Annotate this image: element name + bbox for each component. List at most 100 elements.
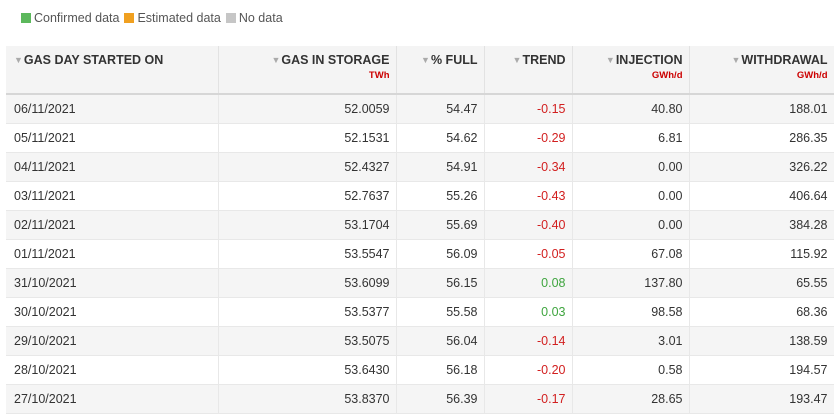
header-withdrawal[interactable]: ▼WITHDRAWAL GWh/d: [689, 46, 834, 95]
header-gas-day[interactable]: ▼GAS DAY STARTED ON: [6, 46, 219, 95]
header-label: WITHDRAWAL: [741, 53, 828, 67]
table-body: 06/11/2021 52.0059 54.47 -0.15 40.80 188.01 05…: [6, 94, 834, 414]
cell-gas-day: 30/10/2021: [6, 297, 219, 327]
cell-withdrawal: 68.36: [689, 297, 834, 327]
cell-withdrawal: 326.22: [689, 152, 834, 182]
cell-injection: 0.00: [572, 181, 690, 211]
cell-injection: 28.65: [572, 384, 690, 414]
cell-withdrawal: 138.59: [689, 326, 834, 356]
header-unit: GWh/d: [651, 70, 683, 81]
cell-gas-day: 03/11/2021: [6, 181, 219, 211]
header-unit: TWh: [368, 70, 390, 81]
cell-percent-full: 54.91: [396, 152, 485, 182]
sort-icon[interactable]: ▼: [731, 55, 741, 65]
cell-gas-in-storage: 52.1531: [218, 123, 397, 153]
header-label: GAS IN STORAGE: [281, 53, 390, 67]
cell-percent-full: 56.15: [396, 268, 485, 298]
cell-gas-in-storage: 52.4327: [218, 152, 397, 182]
cell-trend: -0.20: [484, 355, 573, 385]
cell-trend: -0.15: [484, 94, 573, 124]
cell-withdrawal: 286.35: [689, 123, 834, 153]
table-header-row: ▼GAS DAY STARTED ON ▼GAS IN STORAGE TWh …: [6, 46, 834, 95]
cell-gas-day: 27/10/2021: [6, 384, 219, 414]
cell-gas-in-storage: 52.7637: [218, 181, 397, 211]
cell-trend: -0.40: [484, 210, 573, 240]
legend-confirmed-label: Confirmed data: [34, 11, 120, 25]
table-row: 31/10/2021 53.6099 56.15 0.08 137.80 65.55: [6, 268, 834, 298]
cell-injection: 0.00: [572, 152, 690, 182]
sort-icon[interactable]: ▼: [271, 55, 281, 65]
table-row: 03/11/2021 52.7637 55.26 -0.43 0.00 406.64: [6, 181, 834, 211]
table-row: 02/11/2021 53.1704 55.69 -0.40 0.00 384.28: [6, 210, 834, 240]
cell-trend: 0.03: [484, 297, 573, 327]
cell-injection: 3.01: [572, 326, 690, 356]
sort-icon[interactable]: ▼: [14, 55, 23, 65]
header-label: GAS DAY STARTED ON: [23, 53, 164, 67]
cell-percent-full: 55.58: [396, 297, 485, 327]
cell-percent-full: 56.04: [396, 326, 485, 356]
cell-withdrawal: 193.47: [689, 384, 834, 414]
storage-table-container: ▼GAS DAY STARTED ON ▼GAS IN STORAGE TWh …: [6, 46, 834, 414]
header-injection[interactable]: ▼INJECTION GWh/d: [572, 46, 690, 95]
cell-gas-in-storage: 53.6430: [218, 355, 397, 385]
cell-trend: -0.17: [484, 384, 573, 414]
cell-gas-in-storage: 53.5547: [218, 239, 397, 269]
cell-trend: 0.08: [484, 268, 573, 298]
cell-withdrawal: 65.55: [689, 268, 834, 298]
table-row: 28/10/2021 53.6430 56.18 -0.20 0.58 194.57: [6, 355, 834, 385]
cell-trend: -0.29: [484, 123, 573, 153]
cell-injection: 137.80: [572, 268, 690, 298]
table-row: 27/10/2021 53.8370 56.39 -0.17 28.65 193.47: [6, 384, 834, 414]
data-legend: Confirmed data Estimated data No data: [21, 11, 284, 25]
cell-percent-full: 56.09: [396, 239, 485, 269]
legend-no-data: No data: [225, 11, 283, 25]
cell-withdrawal: 194.57: [689, 355, 834, 385]
header-unit: GWh/d: [796, 70, 828, 81]
cell-gas-day: 06/11/2021: [6, 94, 219, 124]
cell-percent-full: 56.18: [396, 355, 485, 385]
cell-gas-day: 28/10/2021: [6, 355, 219, 385]
legend-estimated-label: Estimated data: [137, 11, 221, 25]
cell-trend: -0.43: [484, 181, 573, 211]
table-row: 29/10/2021 53.5075 56.04 -0.14 3.01 138.59: [6, 326, 834, 356]
cell-withdrawal: 384.28: [689, 210, 834, 240]
no-data-swatch-icon: [225, 13, 236, 23]
sort-icon[interactable]: ▼: [512, 55, 522, 65]
cell-injection: 0.00: [572, 210, 690, 240]
cell-percent-full: 54.47: [396, 94, 485, 124]
cell-gas-in-storage: 53.8370: [218, 384, 397, 414]
header-percent-full[interactable]: ▼% FULL: [396, 46, 485, 95]
cell-gas-in-storage: 53.5075: [218, 326, 397, 356]
cell-injection: 98.58: [572, 297, 690, 327]
header-label: % FULL: [430, 53, 478, 67]
cell-trend: -0.14: [484, 326, 573, 356]
cell-trend: -0.05: [484, 239, 573, 269]
cell-gas-day: 04/11/2021: [6, 152, 219, 182]
cell-withdrawal: 406.64: [689, 181, 834, 211]
cell-gas-in-storage: 53.5377: [218, 297, 397, 327]
cell-percent-full: 56.39: [396, 384, 485, 414]
cell-gas-day: 29/10/2021: [6, 326, 219, 356]
cell-gas-in-storage: 52.0059: [218, 94, 397, 124]
cell-gas-in-storage: 53.1704: [218, 210, 397, 240]
cell-percent-full: 54.62: [396, 123, 485, 153]
cell-injection: 0.58: [572, 355, 690, 385]
cell-injection: 67.08: [572, 239, 690, 269]
cell-percent-full: 55.26: [396, 181, 485, 211]
table-row: 05/11/2021 52.1531 54.62 -0.29 6.81 286.35: [6, 123, 834, 153]
table-row: 06/11/2021 52.0059 54.47 -0.15 40.80 188.01: [6, 94, 834, 124]
cell-injection: 40.80: [572, 94, 690, 124]
sort-icon[interactable]: ▼: [421, 55, 430, 65]
cell-gas-day: 05/11/2021: [6, 123, 219, 153]
cell-trend: -0.34: [484, 152, 573, 182]
confirmed-swatch-icon: [21, 13, 31, 23]
cell-gas-in-storage: 53.6099: [218, 268, 397, 298]
cell-withdrawal: 115.92: [689, 239, 834, 269]
cell-injection: 6.81: [572, 123, 690, 153]
legend-estimated: Estimated data: [124, 11, 221, 25]
sort-icon[interactable]: ▼: [605, 55, 615, 65]
cell-percent-full: 55.69: [396, 210, 485, 240]
header-gas-in-storage[interactable]: ▼GAS IN STORAGE TWh: [218, 46, 397, 95]
table-row: 01/11/2021 53.5547 56.09 -0.05 67.08 115.92: [6, 239, 834, 269]
header-trend[interactable]: ▼TREND: [484, 46, 573, 95]
